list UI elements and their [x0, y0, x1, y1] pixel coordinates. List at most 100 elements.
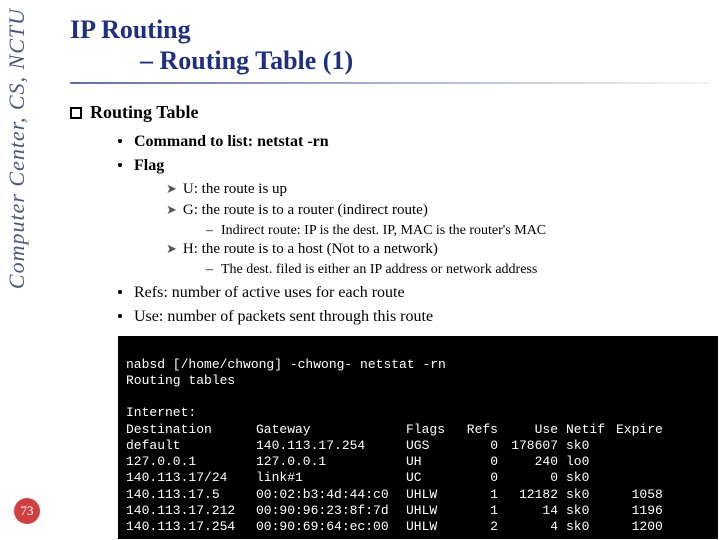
col-use: Use — [506, 422, 566, 438]
flag-h-note-text: The dest. filed is either an IP address … — [221, 262, 537, 277]
square-bullet-icon — [70, 107, 82, 119]
cell — [616, 454, 671, 470]
col-gateway: Gateway — [256, 422, 406, 438]
bullet-refs-text: Refs: number of active uses for each rou… — [134, 284, 405, 301]
routing-table: Destination Gateway Flags Refs Use Netif… — [126, 422, 671, 536]
cell: 178607 — [506, 438, 566, 454]
col-destination: Destination — [126, 422, 256, 438]
flag-h-note-item: –The dest. filed is either an IP address… — [206, 262, 710, 278]
flag-u-text: U: the route is up — [183, 181, 287, 197]
flag-g-text: G: the route is to a router (indirect ro… — [183, 202, 428, 218]
flag-g-note-item: –Indirect route: IP is the dest. IP, MAC… — [206, 223, 710, 239]
slide-title: IP Routing – Routing Table (1) — [70, 14, 710, 76]
terminal-blank — [126, 389, 134, 404]
section-heading: Routing Table — [70, 102, 710, 123]
cell: UH — [406, 454, 456, 470]
cell: sk0 — [566, 519, 616, 535]
cell: 140.113.17.254 — [256, 438, 406, 454]
cell: UHLW — [406, 519, 456, 535]
flag-g: ➤ G: the route is to a router (indirect r… — [166, 202, 710, 219]
flag-u: ➤ U: the route is up — [166, 181, 710, 198]
dot-icon — [118, 290, 122, 294]
cell: 127.0.0.1 — [126, 454, 256, 470]
cell: 00:90:69:64:ec:00 — [256, 519, 406, 535]
title-line-2: – Routing Table (1) — [70, 45, 710, 76]
cell: sk0 — [566, 438, 616, 454]
cell: 140.113.17/24 — [126, 470, 256, 486]
cell: 140.113.17.5 — [126, 487, 256, 503]
cell: 140.113.17.212 — [126, 503, 256, 519]
table-row: 127.0.0.1127.0.0.1UH0240lo0 — [126, 454, 671, 470]
slide-content: IP Routing – Routing Table (1) Routing T… — [70, 14, 710, 539]
cell: default — [126, 438, 256, 454]
table-row: 140.113.17.500:02:b3:4d:44:c0UHLW112182s… — [126, 487, 671, 503]
cell: sk0 — [566, 503, 616, 519]
dash-icon: – — [206, 262, 213, 277]
cell: 2 — [456, 519, 506, 535]
cell: 00:90:96:23:8f:7d — [256, 503, 406, 519]
cell — [616, 438, 671, 454]
cell: UHLW — [406, 503, 456, 519]
dot-icon — [118, 139, 122, 143]
cell: link#1 — [256, 470, 406, 486]
cell: sk0 — [566, 470, 616, 486]
cell: UGS — [406, 438, 456, 454]
flag-g-note: –Indirect route: IP is the dest. IP, MAC… — [206, 223, 710, 239]
section-heading-text: Routing Table — [90, 102, 199, 122]
terminal-output: nabsd [/home/chwong] -chwong- netstat -r… — [118, 336, 718, 539]
flag-h: ➤ H: the route is to a host (Not to a net… — [166, 241, 710, 258]
cell: 00:02:b3:4d:44:c0 — [256, 487, 406, 503]
chevron-icon: ➤ — [166, 202, 177, 217]
cell: 140.113.17.254 — [126, 519, 256, 535]
table-row: 140.113.17.25400:90:69:64:ec:00UHLW24sk0… — [126, 519, 671, 535]
bullet-list: Command to list: netstat -rn Flag ➤ U: th… — [118, 133, 710, 539]
bullet-refs: Refs: number of active uses for each rou… — [118, 284, 710, 302]
cell: 12182 — [506, 487, 566, 503]
col-refs: Refs — [456, 422, 506, 438]
dash-icon: – — [206, 223, 213, 238]
cell — [616, 470, 671, 486]
cell: lo0 — [566, 454, 616, 470]
title-underline — [70, 82, 710, 84]
flag-sub-list: ➤ U: the route is up ➤ G: the route is to … — [166, 181, 710, 278]
terminal-section: Internet: — [126, 405, 196, 420]
table-row: 140.113.17.21200:90:96:23:8f:7dUHLW114sk… — [126, 503, 671, 519]
cell: sk0 — [566, 487, 616, 503]
cell: UHLW — [406, 487, 456, 503]
cell: 1196 — [616, 503, 671, 519]
cell: 1058 — [616, 487, 671, 503]
title-line-1: IP Routing — [70, 14, 710, 45]
cell: 1200 — [616, 519, 671, 535]
dot-icon — [118, 314, 122, 318]
dot-icon — [118, 163, 122, 167]
cell: UC — [406, 470, 456, 486]
col-flags: Flags — [406, 422, 456, 438]
cell: 0 — [456, 470, 506, 486]
flag-h-note: –The dest. filed is either an IP address… — [206, 262, 710, 278]
bullet-command: Command to list: netstat -rn — [118, 133, 710, 151]
bullet-flag: Flag — [118, 157, 710, 175]
table-row: 140.113.17/24link#1UC00sk0 — [126, 470, 671, 486]
cell: 1 — [456, 487, 506, 503]
bullet-flag-text: Flag — [134, 157, 164, 174]
chevron-icon: ➤ — [166, 241, 177, 256]
col-netif: Netif — [566, 422, 616, 438]
chevron-icon: ➤ — [166, 181, 177, 196]
cell: 0 — [506, 470, 566, 486]
table-row: default140.113.17.254UGS0178607sk0 — [126, 438, 671, 454]
bullet-use: Use: number of packets sent through this… — [118, 308, 710, 326]
flag-h-text: H: the route is to a host (Not to a netw… — [183, 241, 438, 257]
flag-g-note-text: Indirect route: IP is the dest. IP, MAC … — [221, 223, 546, 238]
cell: 0 — [456, 438, 506, 454]
page-number-badge: 73 — [14, 498, 40, 524]
sidebar-source-label: Computer Center, CS, NCTU — [4, 8, 30, 289]
table-header-row: Destination Gateway Flags Refs Use Netif… — [126, 422, 671, 438]
cell: 1 — [456, 503, 506, 519]
cell: 240 — [506, 454, 566, 470]
bullet-command-text: Command to list: netstat -rn — [134, 133, 329, 150]
cell: 127.0.0.1 — [256, 454, 406, 470]
cell: 0 — [456, 454, 506, 470]
terminal-header: Routing tables — [126, 373, 235, 388]
bullet-use-text: Use: number of packets sent through this… — [134, 308, 433, 325]
col-expire: Expire — [616, 422, 671, 438]
